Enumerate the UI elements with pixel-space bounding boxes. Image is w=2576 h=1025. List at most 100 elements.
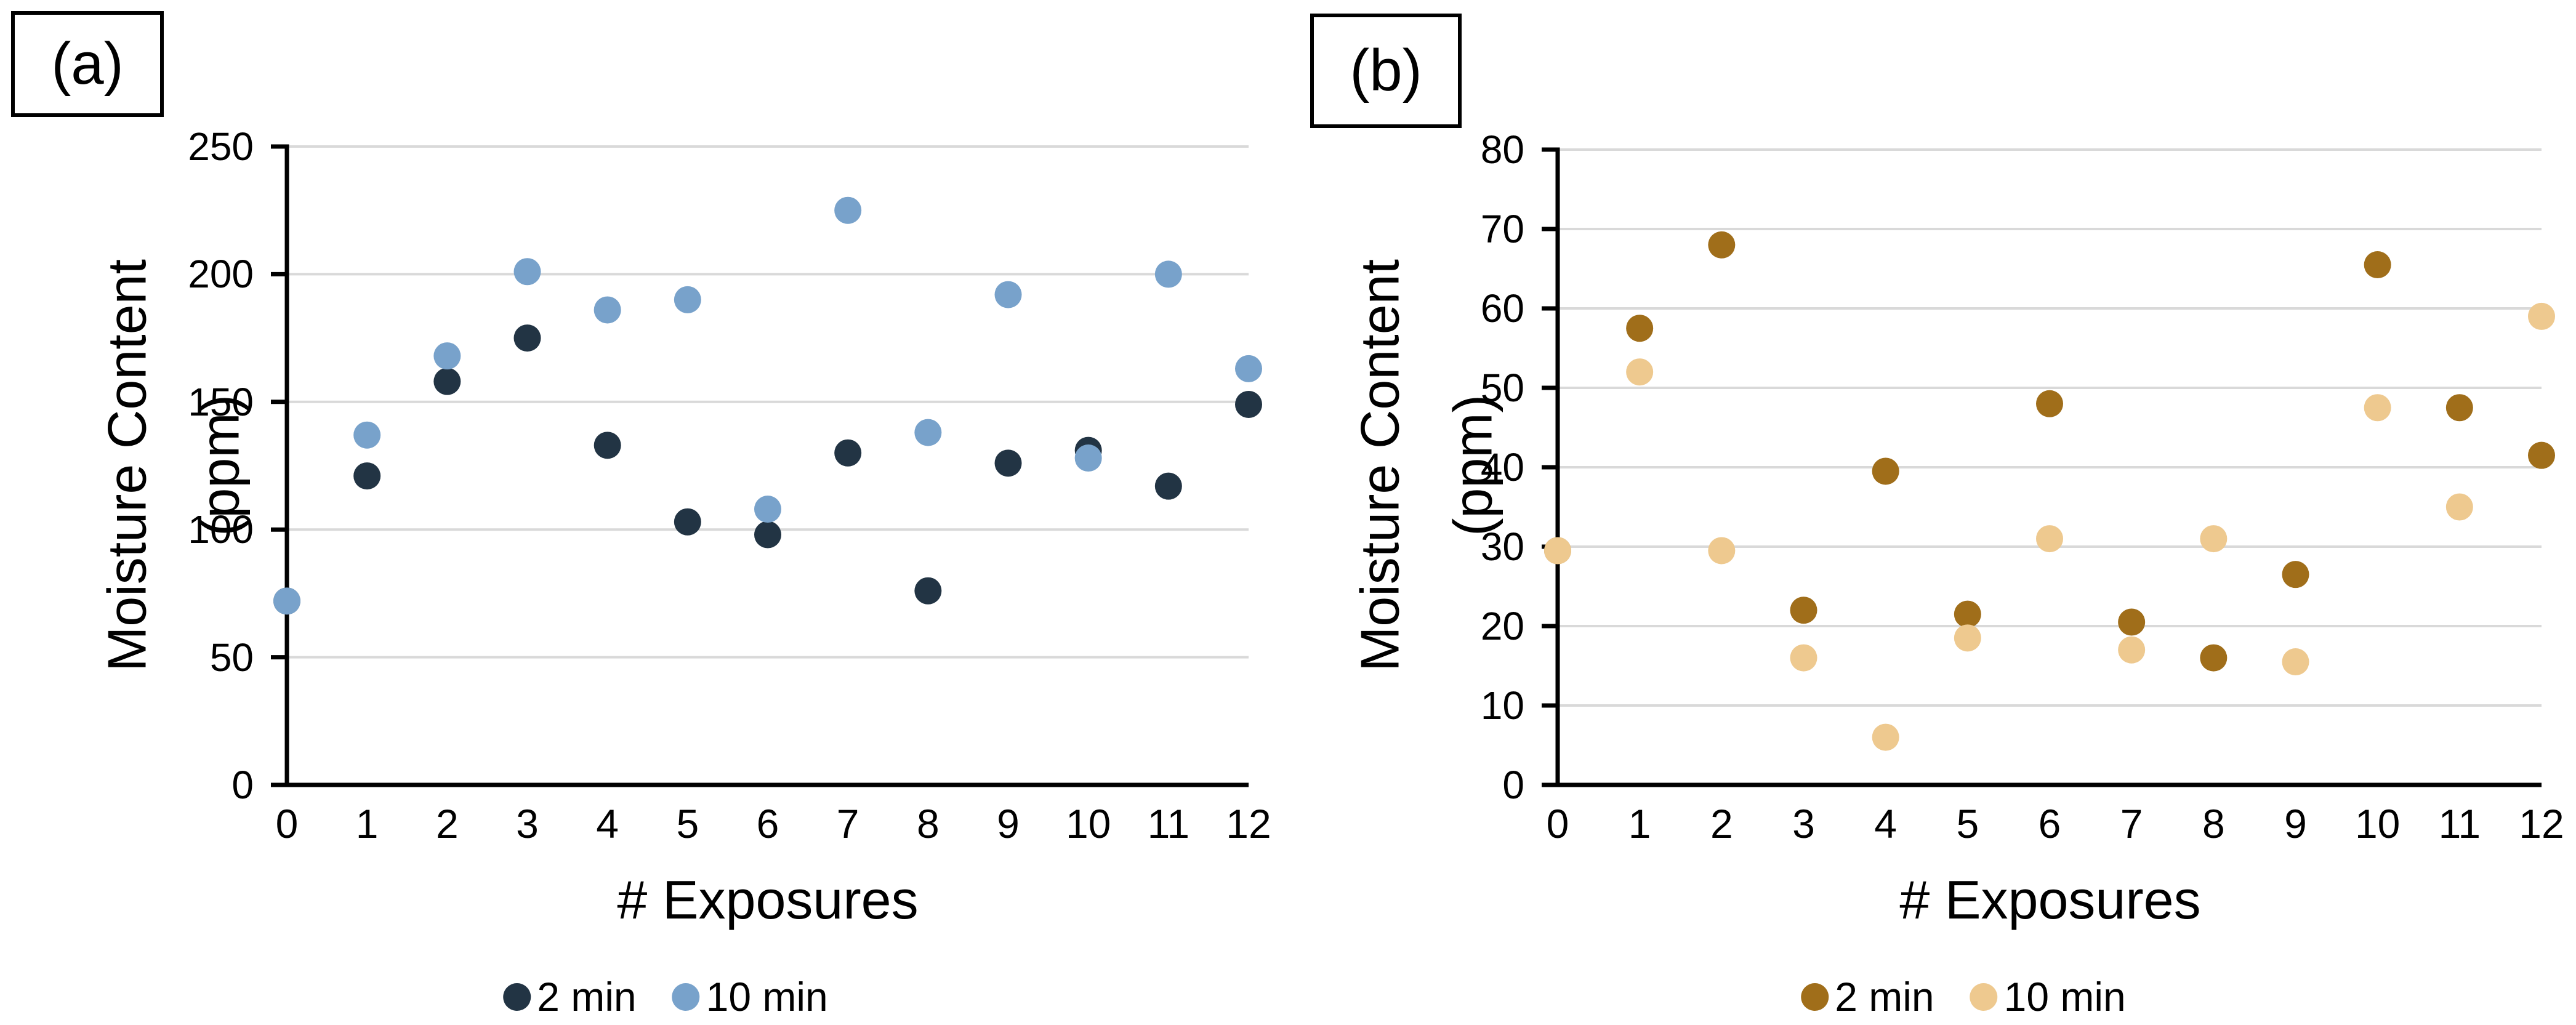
y-tick-label-a-200: 200 (188, 252, 254, 297)
x-tick-label-a-6: 6 (756, 801, 779, 846)
legend-a: 2 min 10 min (503, 973, 828, 1020)
x-tick-label-a-12: 12 (1226, 801, 1271, 846)
legend-marker-icon-b-2-min (1801, 983, 1829, 1011)
x-tick-label-b-2: 2 (1710, 801, 1733, 846)
point-a-10-min-x0 (273, 587, 300, 615)
point-b-10-min-x12 (2528, 302, 2555, 330)
x-tick-label-a-9: 9 (997, 801, 1020, 846)
y-tick-label-a-150: 150 (188, 379, 254, 424)
x-tick-label-b-6: 6 (2038, 801, 2061, 846)
point-a-2-min-x6 (754, 521, 781, 549)
legend-marker-icon-a-10-min (672, 983, 700, 1011)
y-tick-label-a-100: 100 (188, 507, 254, 552)
point-b-10-min-x6 (2036, 525, 2063, 553)
point-a-10-min-x2 (433, 342, 461, 370)
y-tick-label-b-40: 40 (1480, 445, 1524, 489)
x-tick-label-a-5: 5 (676, 801, 699, 846)
point-a-10-min-x1 (353, 421, 381, 449)
point-a-2-min-x7 (834, 439, 862, 467)
point-b-2-min-x6 (2036, 390, 2063, 417)
y-tick-label-b-10: 10 (1480, 683, 1524, 728)
point-b-10-min-x5 (1954, 624, 1981, 652)
y-tick-label-a-0: 0 (231, 763, 254, 807)
point-b-10-min-x4 (1872, 723, 1899, 751)
point-b-10-min-x9 (2282, 648, 2309, 676)
x-tick-label-a-2: 2 (435, 801, 459, 846)
point-b-2-min-x4 (1872, 457, 1899, 485)
y-tick-label-b-0: 0 (1502, 763, 1524, 807)
x-tick-label-a-8: 8 (916, 801, 940, 846)
legend-label-b-10-min: 10 min (2003, 974, 2126, 1019)
point-a-2-min-x4 (594, 432, 621, 459)
legend-marker-icon-b-10-min (1970, 983, 1998, 1011)
point-b-10-min-x1 (1626, 358, 1654, 386)
panel-a-label-box: (a) (11, 11, 164, 117)
x-tick-label-a-7: 7 (836, 801, 859, 846)
legend-label-a-2-min: 2 min (537, 974, 637, 1019)
x-tick-label-b-4: 4 (1874, 801, 1898, 846)
panel-b-label-box: (b) (1310, 14, 1462, 128)
point-b-2-min-x10 (2364, 251, 2391, 279)
x-tick-label-b-5: 5 (1956, 801, 1979, 846)
x-tick-label-a-4: 4 (596, 801, 619, 846)
point-a-10-min-x6 (754, 496, 781, 523)
point-a-10-min-x10 (1074, 444, 1102, 472)
x-tick-label-a-1: 1 (355, 801, 379, 846)
point-a-10-min-x4 (594, 296, 621, 324)
x-tick-label-b-0: 0 (1546, 801, 1569, 846)
point-b-10-min-x3 (1790, 644, 1817, 672)
point-a-10-min-x12 (1235, 355, 1262, 382)
point-b-10-min-x7 (2118, 636, 2146, 664)
x-tick-label-b-12: 12 (2519, 801, 2564, 846)
point-b-10-min-x0 (1544, 537, 1571, 565)
y-tick-label-b-30: 30 (1480, 525, 1524, 569)
point-a-2-min-x8 (914, 577, 942, 605)
point-b-2-min-x7 (2118, 608, 2146, 636)
point-b-2-min-x12 (2528, 441, 2555, 469)
point-a-2-min-x2 (433, 368, 461, 395)
y-tick-label-b-80: 80 (1480, 127, 1524, 172)
point-b-2-min-x11 (2445, 394, 2473, 422)
point-b-10-min-x10 (2364, 394, 2391, 422)
x-tick-label-b-8: 8 (2202, 801, 2225, 846)
y-tick-label-b-20: 20 (1480, 604, 1524, 648)
point-b-2-min-x9 (2282, 561, 2309, 589)
x-tick-label-a-3: 3 (516, 801, 539, 846)
x-tick-label-a-10: 10 (1065, 801, 1111, 846)
legend-item-a-2-min: 2 min (503, 973, 637, 1020)
point-b-10-min-x11 (2445, 493, 2473, 521)
x-tick-label-b-9: 9 (2284, 801, 2307, 846)
point-a-2-min-x3 (513, 324, 541, 352)
x-axis-title-a: # Exposures (617, 869, 919, 930)
point-a-2-min-x5 (674, 508, 701, 536)
y-tick-label-a-250: 250 (188, 124, 254, 169)
x-tick-label-b-1: 1 (1628, 801, 1651, 846)
point-a-10-min-x3 (513, 258, 541, 286)
y-tick-label-b-70: 70 (1480, 207, 1524, 251)
point-a-2-min-x1 (353, 462, 381, 490)
x-tick-label-a-11: 11 (1147, 801, 1190, 846)
panel-b-label: (b) (1350, 38, 1422, 103)
legend-marker-icon-a-2-min (503, 983, 531, 1011)
point-b-2-min-x1 (1626, 315, 1654, 342)
legend-label-b-2-min: 2 min (1835, 974, 1934, 1019)
legend-item-a-10-min: 10 min (672, 973, 828, 1020)
x-tick-label-b-10: 10 (2354, 801, 2401, 846)
point-a-2-min-x12 (1235, 390, 1262, 418)
legend-item-b-10-min: 10 min (1970, 973, 2126, 1020)
point-b-2-min-x3 (1790, 597, 1817, 624)
point-a-10-min-x8 (914, 419, 942, 446)
panel-a-label: (a) (51, 31, 124, 97)
x-axis-title-b: # Exposures (1899, 869, 2201, 930)
x-tick-label-b-7: 7 (2120, 801, 2143, 846)
point-a-2-min-x11 (1154, 472, 1182, 500)
point-b-10-min-x2 (1708, 537, 1736, 565)
point-a-2-min-x9 (994, 449, 1022, 477)
point-a-10-min-x7 (834, 196, 862, 224)
point-b-2-min-x8 (2200, 644, 2228, 672)
point-b-2-min-x2 (1708, 231, 1736, 259)
legend-b: 2 min 10 min (1801, 973, 2126, 1020)
